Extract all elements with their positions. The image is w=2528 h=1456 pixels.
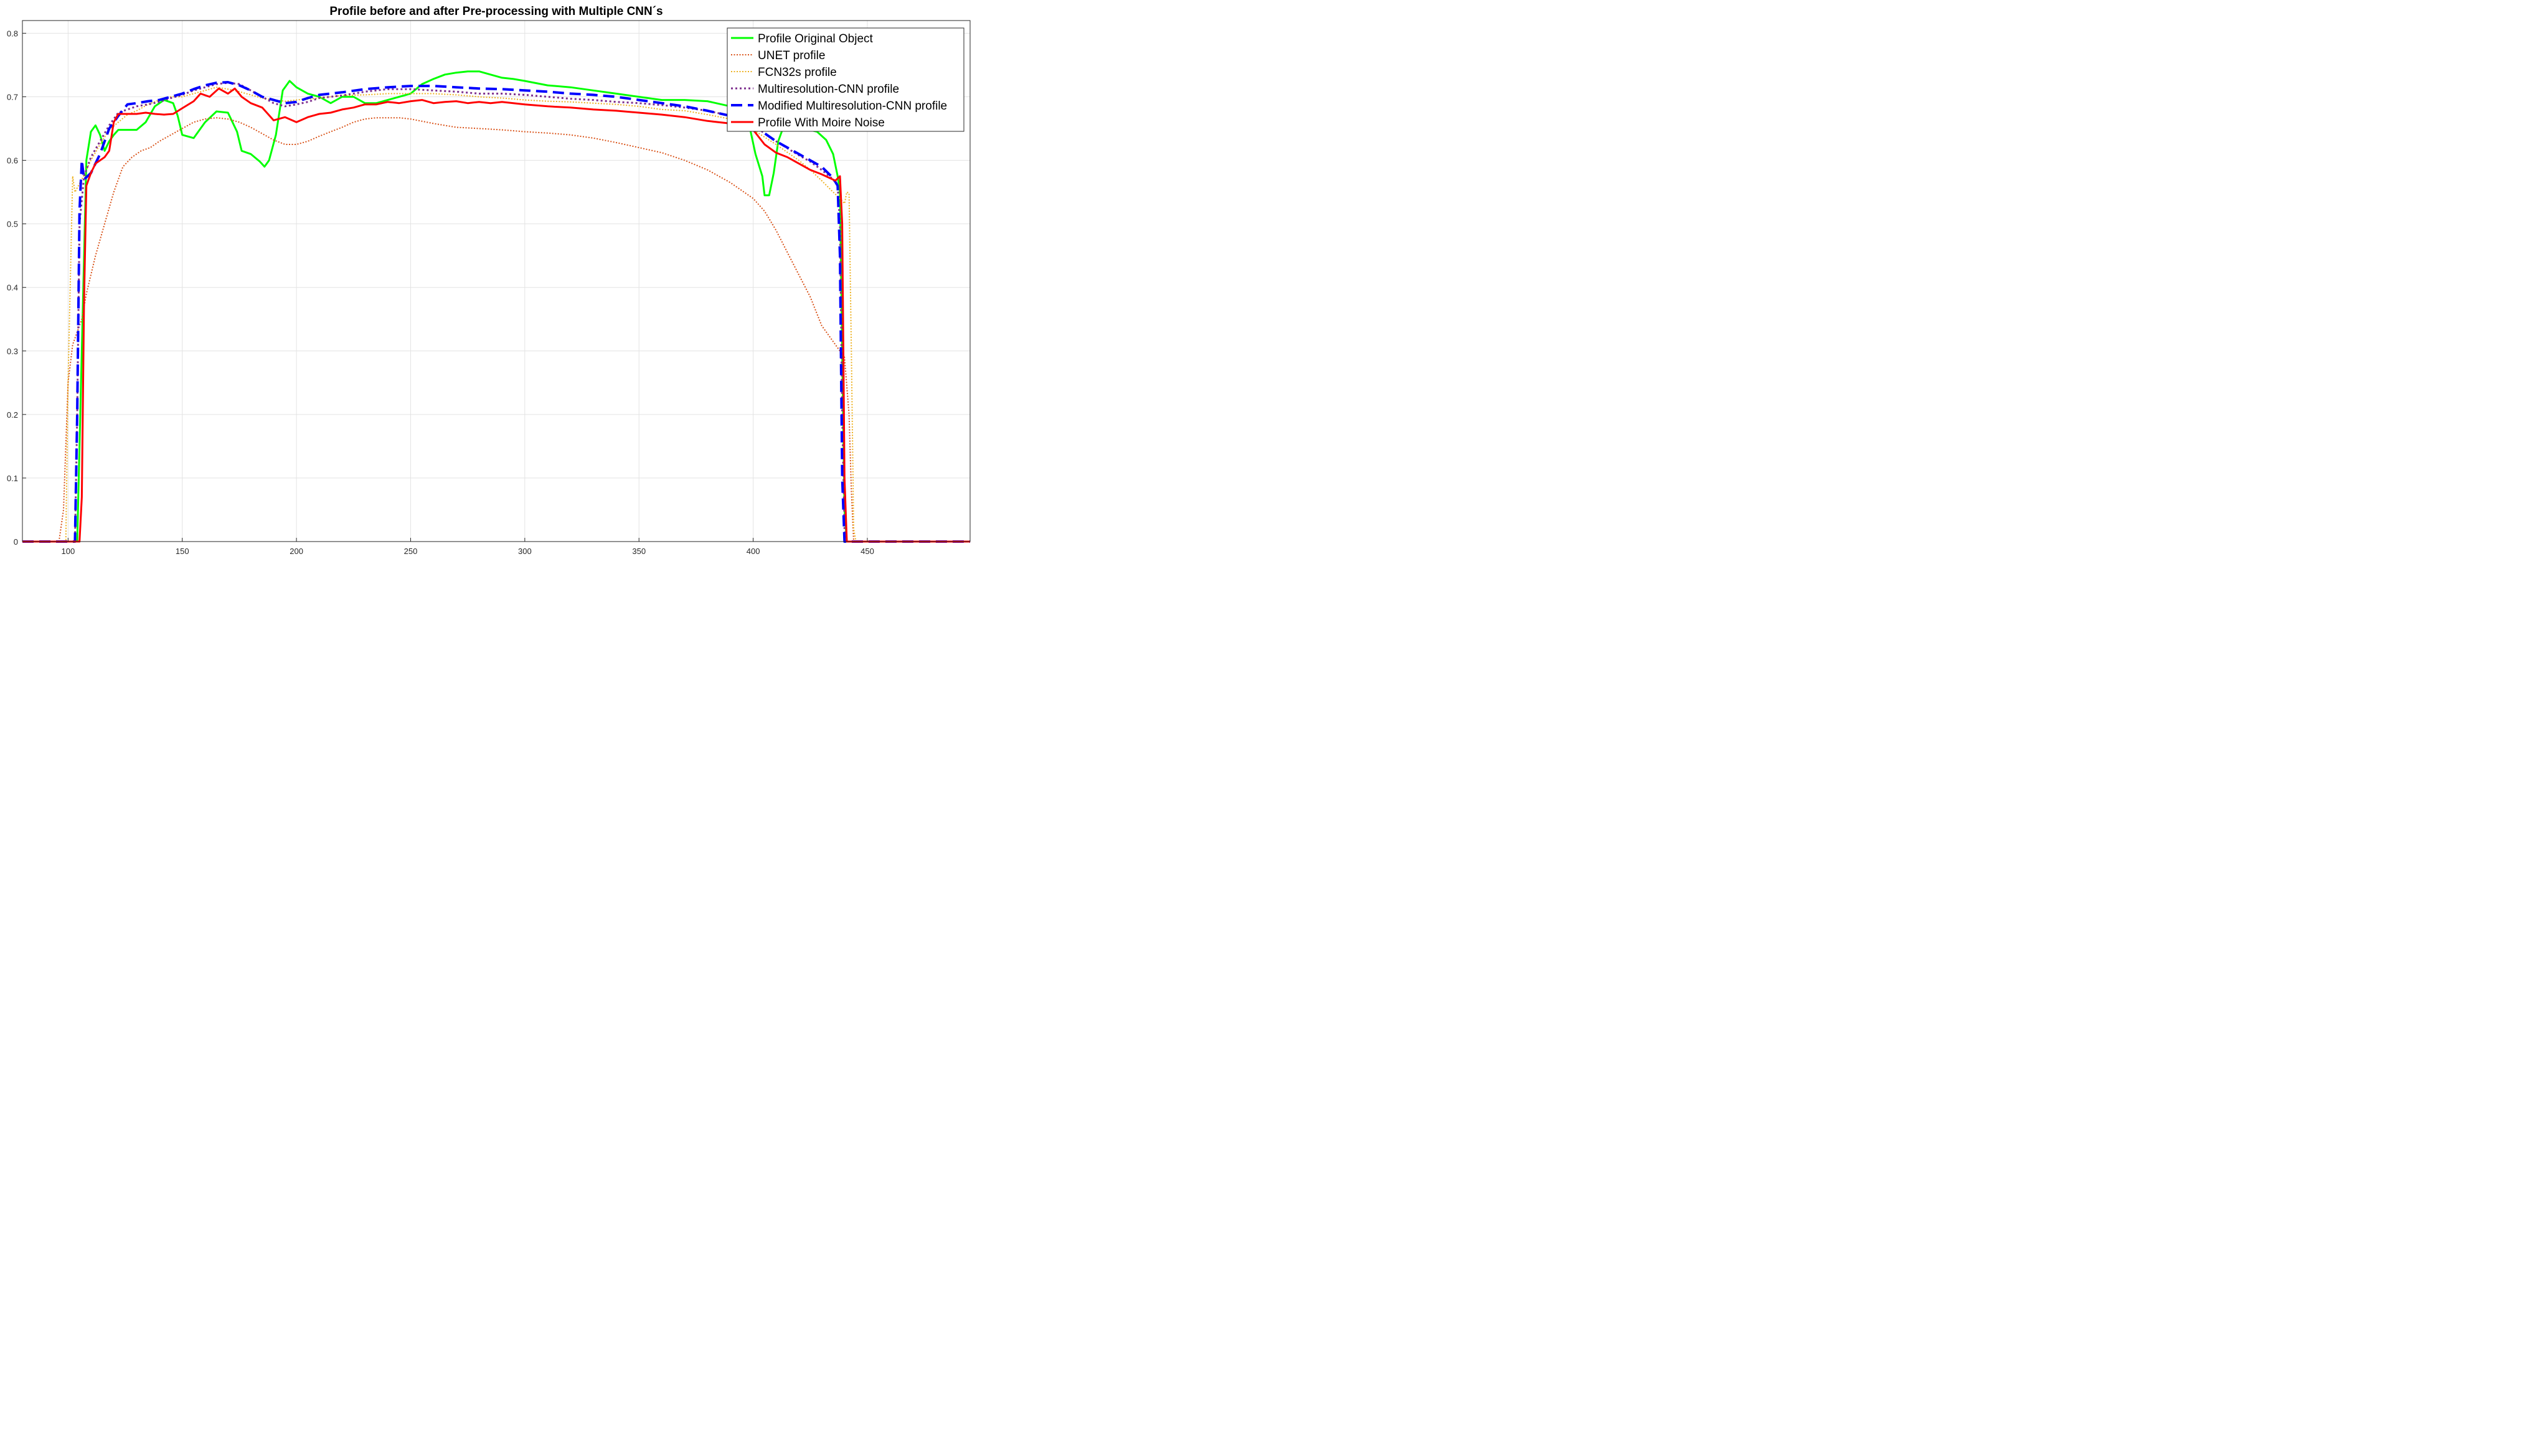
series-line-3 xyxy=(22,87,970,542)
y-tick-label: 0.5 xyxy=(7,220,18,229)
x-tick-label: 200 xyxy=(290,547,303,556)
grid xyxy=(22,21,970,542)
x-tick-label: 450 xyxy=(861,547,874,556)
x-tick-label: 150 xyxy=(176,547,189,556)
x-tick-label: 100 xyxy=(61,547,75,556)
y-tick-label: 0.3 xyxy=(7,347,18,356)
x-tick-label: 300 xyxy=(518,547,532,556)
y-tick-label: 0 xyxy=(14,537,18,547)
x-tick-label: 250 xyxy=(404,547,418,556)
y-tick-label: 0.4 xyxy=(7,283,18,293)
y-tick-label: 0.1 xyxy=(7,474,18,483)
y-tick-label: 0.2 xyxy=(7,410,18,420)
legend-label-1: Profile Original Object xyxy=(758,32,874,45)
tick-labels: 100 150 200 250 300 350 400 450 0 0.1 0.2 0.3 0.4 0.5… xyxy=(7,29,874,556)
series-line-1 xyxy=(22,70,970,543)
legend-label-6: Profile With Moire Noise xyxy=(758,116,885,129)
legend-label-4: Multiresolution-CNN profile xyxy=(758,83,899,96)
y-tick-label: 0.7 xyxy=(7,92,18,101)
x-tick-label: 350 xyxy=(632,547,646,556)
series-layer xyxy=(22,70,970,543)
y-tick-label: 0.8 xyxy=(7,29,18,38)
y-tick-label: 0.6 xyxy=(7,156,18,166)
line-chart: 100 150 200 250 300 350 400 450 0 0.1 0.2 0.3 0.4 0.5… xyxy=(7,5,971,556)
chart-root: 100 150 200 250 300 350 400 450 0 0.1 0.2 0.3 0.4 0.5… xyxy=(0,0,976,562)
legend-label-2: UNET profile xyxy=(758,49,825,62)
legend-label-5: Modified Multiresolution-CNN profile xyxy=(758,100,947,113)
plot-area-frame xyxy=(22,20,971,542)
series-line-6 xyxy=(22,87,970,543)
series-line-2 xyxy=(22,117,970,542)
chart-title: Profile before and after Pre-processing … xyxy=(329,5,663,18)
legend-box xyxy=(727,27,965,132)
legend-label-3: FCN32s profile xyxy=(758,66,837,79)
x-tick-label: 400 xyxy=(747,547,760,556)
legend: Profile Original Object UNET profile FCN32… xyxy=(727,27,965,132)
series-line-4 xyxy=(22,82,970,543)
series-line-5 xyxy=(22,81,970,543)
